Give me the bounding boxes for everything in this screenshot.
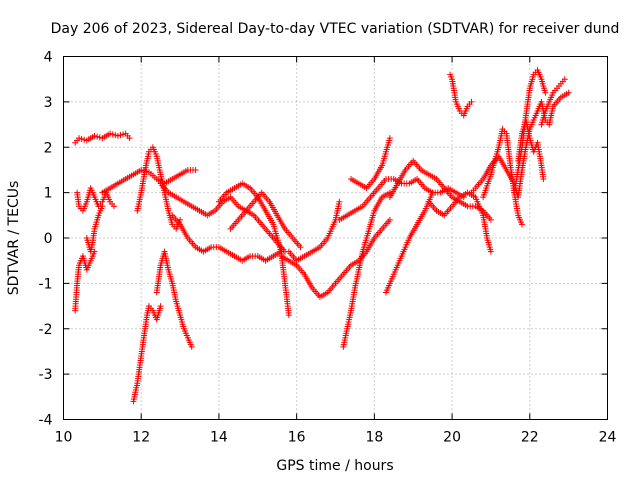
series-s17 xyxy=(348,135,393,192)
series-s9 xyxy=(169,212,285,264)
data-point xyxy=(487,216,494,223)
series-s26 xyxy=(538,76,568,128)
data-point xyxy=(519,221,526,228)
data-point xyxy=(188,343,195,350)
y-tick-label: 0 xyxy=(44,231,53,247)
data-point xyxy=(386,135,393,142)
data-point xyxy=(487,248,494,255)
x-tick-label: 22 xyxy=(521,430,539,446)
series-s15 xyxy=(336,176,467,223)
series-s21 xyxy=(447,71,475,119)
x-tick-label: 20 xyxy=(443,430,461,446)
grid-lines xyxy=(63,56,608,420)
data-point xyxy=(91,132,98,139)
data-point xyxy=(336,198,343,205)
data-point xyxy=(540,176,547,183)
data-point xyxy=(285,312,292,319)
data-point xyxy=(386,216,393,223)
series-s18 xyxy=(383,189,436,296)
x-axis-label: GPS time / hours xyxy=(276,458,393,474)
series-s6 xyxy=(130,303,164,405)
x-tick-label: 24 xyxy=(599,430,617,446)
series-s3 xyxy=(72,248,98,314)
data-point xyxy=(126,135,133,142)
data-point xyxy=(107,130,114,137)
y-tick-label: 2 xyxy=(44,140,53,156)
y-tick-label: 3 xyxy=(44,95,53,111)
interpolated-point xyxy=(94,133,101,140)
interpolated-point xyxy=(109,131,116,138)
data-point xyxy=(192,166,199,173)
y-tick-label: -1 xyxy=(39,276,53,292)
interpolated-point xyxy=(112,132,119,139)
x-tick-label: 12 xyxy=(132,430,150,446)
series-s8 xyxy=(134,144,184,232)
y-tick-label: -4 xyxy=(39,413,53,429)
x-tick-label: 16 xyxy=(288,430,306,446)
x-tick-label: 14 xyxy=(210,430,228,446)
data-point xyxy=(157,303,164,310)
series-s23 xyxy=(480,126,526,228)
series-s14 xyxy=(285,198,343,264)
y-tick-label: -2 xyxy=(39,322,53,338)
x-tick-label: 10 xyxy=(55,430,73,446)
series-s10 xyxy=(157,180,288,255)
y-tick-label: 4 xyxy=(44,50,53,66)
series-s12 xyxy=(227,189,304,251)
data-point xyxy=(114,132,121,139)
data-point xyxy=(297,244,304,251)
y-tick-label: -3 xyxy=(39,367,53,383)
chart-title: Day 206 of 2023, Sidereal Day-to-day VTE… xyxy=(51,21,620,37)
data-point xyxy=(99,203,106,210)
series-s16 xyxy=(340,189,393,350)
plot-frame xyxy=(63,56,608,420)
interpolated-point xyxy=(78,135,85,142)
data-point xyxy=(468,98,475,105)
data-points xyxy=(72,67,572,405)
x-tick-label: 18 xyxy=(365,430,383,446)
interpolated-point xyxy=(117,132,124,139)
series-s1 xyxy=(72,130,133,146)
data-point xyxy=(565,89,572,96)
series-s5 xyxy=(99,166,199,196)
data-point xyxy=(429,189,436,196)
series-s4 xyxy=(83,203,106,255)
data-point xyxy=(76,135,83,142)
y-axis-label: SDTVAR / TECUs xyxy=(6,181,22,296)
series-s25 xyxy=(511,67,549,196)
data-point xyxy=(111,203,118,210)
series-s20 xyxy=(425,189,494,255)
y-tick-label: 1 xyxy=(44,186,53,202)
data-point xyxy=(542,89,549,96)
data-point xyxy=(561,76,568,83)
series-s7 xyxy=(153,248,195,350)
interpolated-point xyxy=(120,131,127,138)
